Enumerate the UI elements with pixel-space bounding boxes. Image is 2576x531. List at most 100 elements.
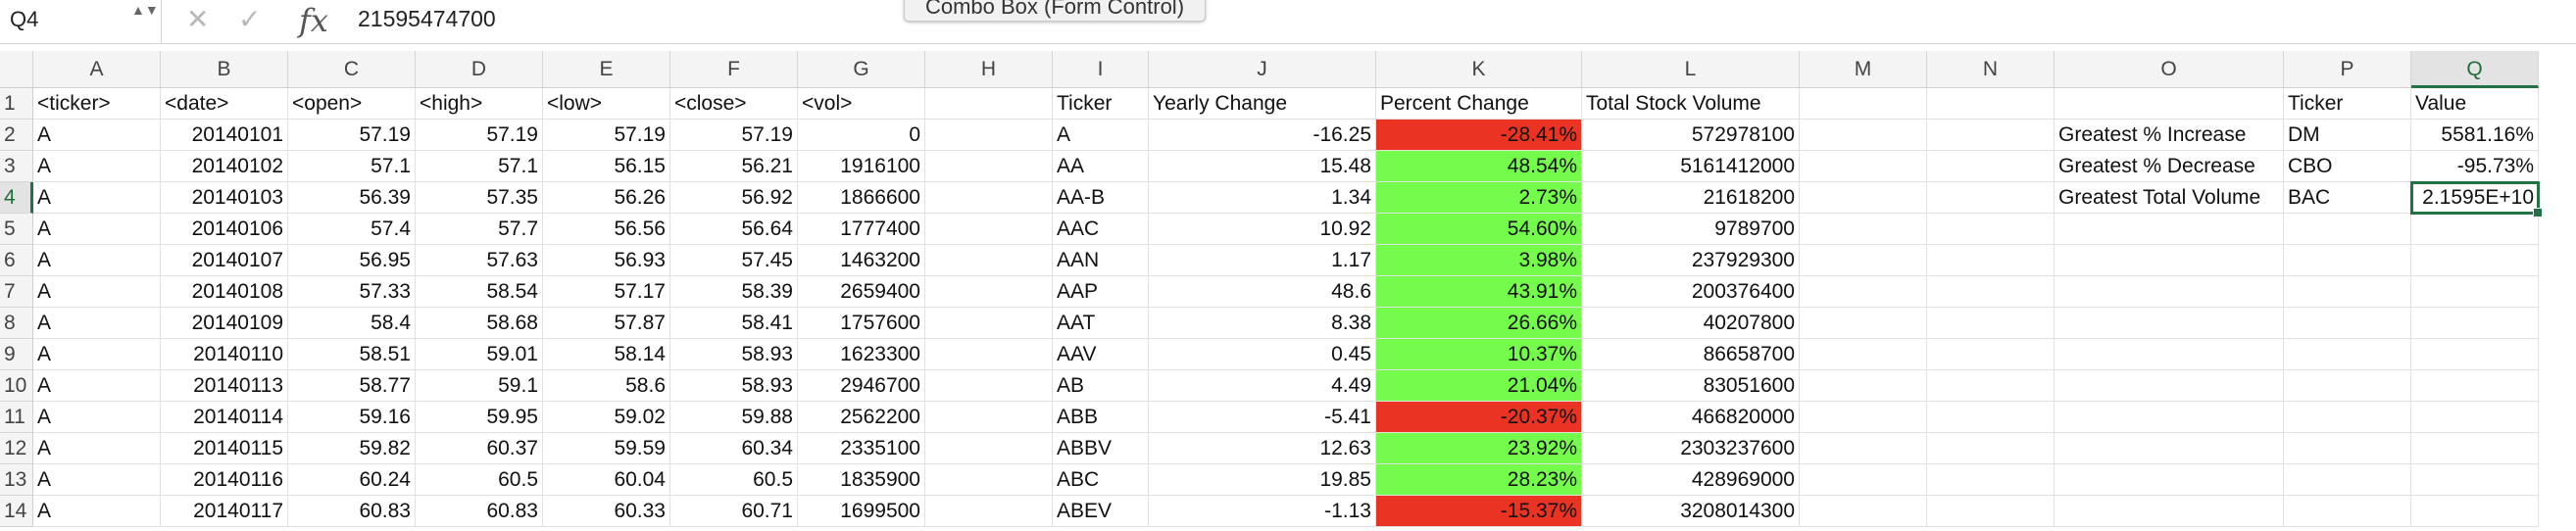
cell-c10[interactable]: 58.77 [288, 370, 416, 402]
row-header-10[interactable]: 10 [0, 370, 33, 402]
cell-o5[interactable] [2055, 214, 2284, 245]
cell-p9[interactable] [2284, 339, 2411, 370]
cell-c3[interactable]: 57.1 [288, 151, 416, 182]
cell-i6[interactable]: AAN [1053, 245, 1149, 276]
cell-k10[interactable]: 21.04% [1376, 370, 1582, 402]
cell-e1[interactable]: <low> [543, 88, 670, 120]
cell-q9[interactable] [2411, 339, 2539, 370]
cell-g2[interactable]: 0 [798, 120, 925, 151]
cell-m5[interactable] [1800, 214, 1927, 245]
cell-o14[interactable] [2055, 496, 2284, 527]
cell-e5[interactable]: 56.56 [543, 214, 670, 245]
cell-i14[interactable]: ABEV [1053, 496, 1149, 527]
cell-f2[interactable]: 57.19 [670, 120, 798, 151]
cell-p7[interactable] [2284, 276, 2411, 308]
cell-o8[interactable] [2055, 308, 2284, 339]
column-header-o[interactable]: O [2055, 51, 2284, 88]
cell-q12[interactable] [2411, 433, 2539, 464]
cell-i8[interactable]: AAT [1053, 308, 1149, 339]
cell-d2[interactable]: 57.19 [416, 120, 543, 151]
cell-i9[interactable]: AAV [1053, 339, 1149, 370]
cell-j2[interactable]: -16.25 [1149, 120, 1376, 151]
row-header-5[interactable]: 5 [0, 214, 33, 245]
cell-b14[interactable]: 20140117 [161, 496, 288, 527]
cell-g14[interactable]: 1699500 [798, 496, 925, 527]
cell-i3[interactable]: AA [1053, 151, 1149, 182]
cell-j10[interactable]: 4.49 [1149, 370, 1376, 402]
cell-f11[interactable]: 59.88 [670, 402, 798, 433]
cell-i11[interactable]: ABB [1053, 402, 1149, 433]
cell-l1[interactable]: Total Stock Volume [1582, 88, 1800, 120]
column-header-j[interactable]: J [1149, 51, 1376, 88]
cell-h2[interactable] [925, 120, 1053, 151]
cell-k8[interactable]: 26.66% [1376, 308, 1582, 339]
cell-k3[interactable]: 48.54% [1376, 151, 1582, 182]
cell-f12[interactable]: 60.34 [670, 433, 798, 464]
cell-k13[interactable]: 28.23% [1376, 464, 1582, 496]
cell-j6[interactable]: 1.17 [1149, 245, 1376, 276]
cell-d13[interactable]: 60.5 [416, 464, 543, 496]
name-box-value[interactable]: Q4 [10, 7, 39, 31]
cell-h10[interactable] [925, 370, 1053, 402]
cell-p12[interactable] [2284, 433, 2411, 464]
column-header-c[interactable]: C [288, 51, 416, 88]
cell-f10[interactable]: 58.93 [670, 370, 798, 402]
cell-e4[interactable]: 56.26 [543, 182, 670, 214]
cell-o4[interactable]: Greatest Total Volume [2055, 182, 2284, 214]
cell-b11[interactable]: 20140114 [161, 402, 288, 433]
cell-l4[interactable]: 21618200 [1582, 182, 1800, 214]
cell-q1[interactable]: Value [2411, 88, 2539, 120]
cell-b5[interactable]: 20140106 [161, 214, 288, 245]
cell-p6[interactable] [2284, 245, 2411, 276]
cell-m6[interactable] [1800, 245, 1927, 276]
cell-p2[interactable]: DM [2284, 120, 2411, 151]
cell-n2[interactable] [1927, 120, 2055, 151]
cell-b7[interactable]: 20140108 [161, 276, 288, 308]
cell-d7[interactable]: 58.54 [416, 276, 543, 308]
cell-c11[interactable]: 59.16 [288, 402, 416, 433]
cell-n1[interactable] [1927, 88, 2055, 120]
column-header-n[interactable]: N [1927, 51, 2055, 88]
cell-c6[interactable]: 56.95 [288, 245, 416, 276]
cell-n14[interactable] [1927, 496, 2055, 527]
cell-o1[interactable] [2055, 88, 2284, 120]
cell-h6[interactable] [925, 245, 1053, 276]
cell-h8[interactable] [925, 308, 1053, 339]
cell-a4[interactable]: A [33, 182, 161, 214]
cell-f8[interactable]: 58.41 [670, 308, 798, 339]
column-header-b[interactable]: B [161, 51, 288, 88]
cell-q8[interactable] [2411, 308, 2539, 339]
column-header-a[interactable]: A [33, 51, 161, 88]
cell-i13[interactable]: ABC [1053, 464, 1149, 496]
confirm-icon[interactable]: ✓ [238, 4, 262, 34]
row-header-2[interactable]: 2 [0, 120, 33, 151]
cell-a6[interactable]: A [33, 245, 161, 276]
cell-a5[interactable]: A [33, 214, 161, 245]
cell-k14[interactable]: -15.37% [1376, 496, 1582, 527]
cell-k6[interactable]: 3.98% [1376, 245, 1582, 276]
cell-n10[interactable] [1927, 370, 2055, 402]
column-header-k[interactable]: K [1376, 51, 1582, 88]
column-header-e[interactable]: E [543, 51, 670, 88]
select-all-corner[interactable] [0, 51, 33, 88]
cell-j8[interactable]: 8.38 [1149, 308, 1376, 339]
cell-i7[interactable]: AAP [1053, 276, 1149, 308]
cell-j7[interactable]: 48.6 [1149, 276, 1376, 308]
cell-p1[interactable]: Ticker [2284, 88, 2411, 120]
cell-c5[interactable]: 57.4 [288, 214, 416, 245]
cell-h11[interactable] [925, 402, 1053, 433]
cell-a14[interactable]: A [33, 496, 161, 527]
row-header-7[interactable]: 7 [0, 276, 33, 308]
cell-b8[interactable]: 20140109 [161, 308, 288, 339]
cell-d12[interactable]: 60.37 [416, 433, 543, 464]
cell-g5[interactable]: 1777400 [798, 214, 925, 245]
cell-d8[interactable]: 58.68 [416, 308, 543, 339]
cell-l11[interactable]: 466820000 [1582, 402, 1800, 433]
cell-q10[interactable] [2411, 370, 2539, 402]
column-header-p[interactable]: P [2284, 51, 2411, 88]
cell-j13[interactable]: 19.85 [1149, 464, 1376, 496]
cell-h14[interactable] [925, 496, 1053, 527]
cell-e3[interactable]: 56.15 [543, 151, 670, 182]
cell-e12[interactable]: 59.59 [543, 433, 670, 464]
cell-m8[interactable] [1800, 308, 1927, 339]
